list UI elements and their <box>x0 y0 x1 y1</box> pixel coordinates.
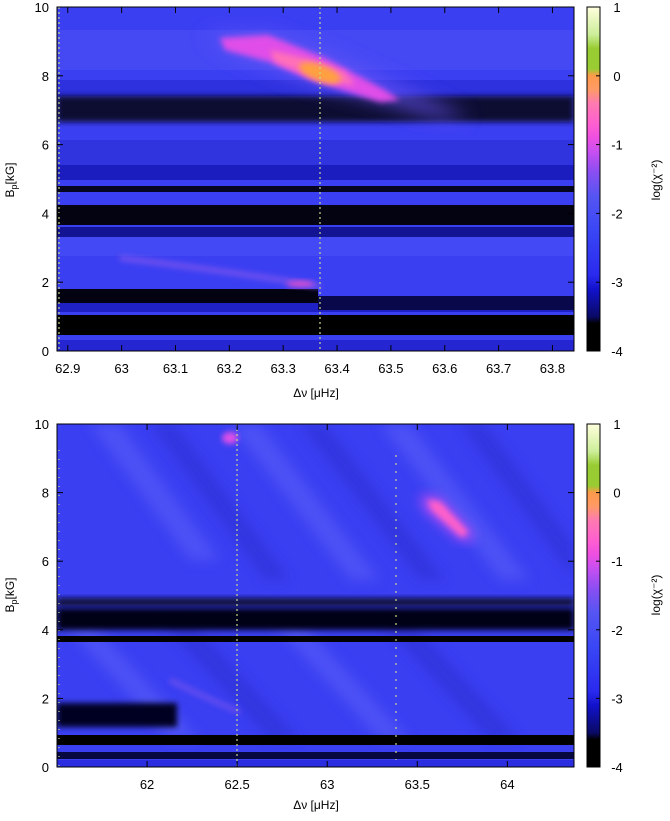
x-tick-label: 64 <box>500 777 514 792</box>
top-x-axis-label: Δν [μHz] <box>293 386 339 400</box>
x-tick-label: 63 <box>114 361 128 376</box>
colorbar-tick-label: -1 <box>611 554 623 569</box>
bottom-colorbar <box>587 424 600 767</box>
bottom-x-axis: 62 62.5 63 63.5 64 <box>140 424 515 792</box>
x-tick-label: 62.5 <box>224 777 249 792</box>
y-tick-label: 2 <box>42 275 49 290</box>
x-tick-label: 63.3 <box>271 361 296 376</box>
top-panel: 62.9 63 63.1 63.2 63.3 63.4 63.5 63.6 63.7 63.8 0… <box>3 0 663 400</box>
y-tick-label: 4 <box>42 623 49 638</box>
top-y-axis-label: Bp[kG] <box>3 162 19 197</box>
top-x-axis: 62.9 63 63.1 63.2 63.3 63.4 63.5 63.6 63.7 63.8 <box>55 7 565 376</box>
top-heatmap <box>57 7 574 351</box>
bottom-plot-frame <box>56 423 575 768</box>
y-tick-label: 0 <box>42 344 49 359</box>
colorbar-tick-label: 1 <box>613 0 620 15</box>
top-colorbar-label: log(χ⁻²) <box>649 160 663 201</box>
colorbar-tick-label: 0 <box>613 486 620 501</box>
colorbar-tick-label: -2 <box>611 206 623 221</box>
y-tick-label: 8 <box>42 486 49 501</box>
x-tick-label: 63 <box>320 777 334 792</box>
top-colorbar <box>587 7 600 351</box>
y-tick-label: 10 <box>35 417 49 432</box>
x-tick-label: 63.8 <box>540 361 565 376</box>
bottom-colorbar-ticks: 1 0 -1 -2 -3 -4 <box>596 417 623 775</box>
colorbar-tick-label: -4 <box>611 344 623 359</box>
colorbar-tick-label: -2 <box>611 623 623 638</box>
x-tick-label: 63.1 <box>163 361 188 376</box>
bottom-y-axis: 0 2 4 6 8 10 <box>35 417 574 775</box>
x-tick-label: 63.7 <box>486 361 511 376</box>
bottom-x-axis-label: Δν [μHz] <box>293 798 339 812</box>
bottom-heatmap <box>57 424 574 767</box>
y-tick-label: 6 <box>42 554 49 569</box>
colorbar-tick-label: -3 <box>611 691 623 706</box>
bottom-y-axis-label: Bp[kG] <box>3 577 19 612</box>
x-tick-label: 63.6 <box>432 361 457 376</box>
colorbar-tick-label: 0 <box>613 69 620 84</box>
colorbar-tick-label: -3 <box>611 275 623 290</box>
top-y-axis: 0 2 4 6 8 10 <box>35 0 574 359</box>
y-tick-label: 10 <box>35 0 49 15</box>
top-colorbar-ticks: 1 0 -1 -2 -3 -4 <box>596 0 623 359</box>
colorbar-tick-label: 1 <box>613 417 620 432</box>
svg-text:Bp[kG]: Bp[kG] <box>3 162 19 197</box>
svg-text:Bp[kG]: Bp[kG] <box>3 577 19 612</box>
x-tick-label: 63.4 <box>324 361 349 376</box>
x-tick-label: 62 <box>140 777 154 792</box>
x-tick-label: 63.5 <box>405 777 430 792</box>
x-tick-label: 62.9 <box>55 361 80 376</box>
y-tick-label: 6 <box>42 138 49 153</box>
x-tick-label: 63.2 <box>217 361 242 376</box>
colorbar-tick-label: -4 <box>611 760 623 775</box>
top-plot-frame <box>56 6 575 352</box>
x-tick-label: 63.5 <box>378 361 403 376</box>
y-tick-label: 4 <box>42 206 49 221</box>
y-tick-label: 8 <box>42 69 49 84</box>
colorbar-tick-label: -1 <box>611 138 623 153</box>
y-tick-label: 0 <box>42 760 49 775</box>
y-tick-label: 2 <box>42 691 49 706</box>
bottom-colorbar-label: log(χ⁻²) <box>649 575 663 616</box>
